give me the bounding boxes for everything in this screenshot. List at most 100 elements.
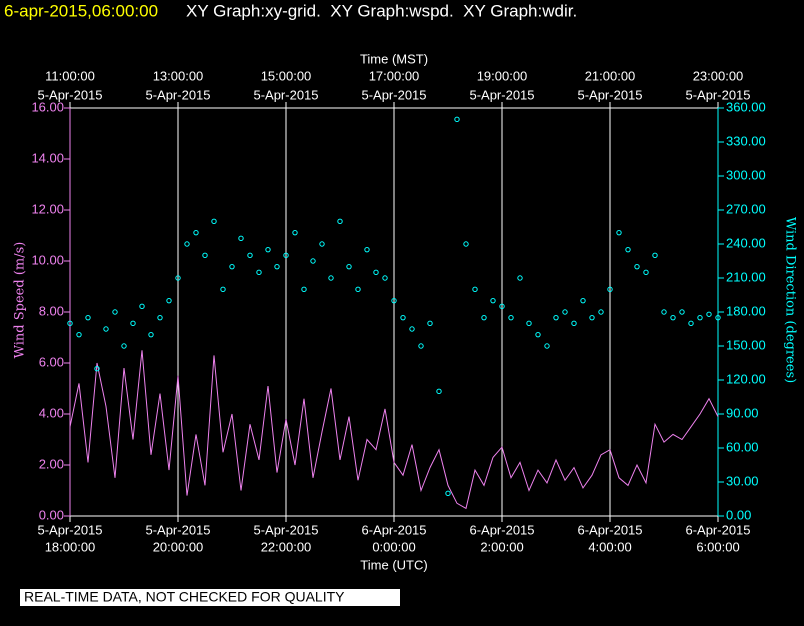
y2-tick-label: 150.00: [726, 337, 766, 352]
wdir-point: [670, 314, 676, 321]
wdir-point: [373, 269, 379, 276]
wdir-point: [562, 309, 568, 315]
y2-tick-label: 90.00: [726, 405, 759, 420]
y-tick-label: 6.00: [39, 354, 64, 369]
wdir-point: [328, 275, 334, 281]
wdir-point: [337, 218, 343, 225]
wdir-point: [319, 241, 325, 247]
wdir-point: [490, 297, 496, 304]
y2-tick-label: 60.00: [726, 439, 759, 454]
x-tick-label: 2:00:00: [480, 539, 523, 554]
y2-tick-label: 30.00: [726, 473, 759, 488]
x-tick-label: 5-Apr-2015: [253, 522, 318, 537]
y-tick-label: 0.00: [39, 507, 64, 522]
x-tick-label: 4:00:00: [588, 539, 631, 554]
y-tick-label: 16.00: [31, 99, 64, 114]
y2-axis-title: Wind Direction (degrees): [783, 217, 798, 383]
y2-tick-label: 240.00: [726, 235, 766, 250]
wdir-point: [481, 314, 487, 321]
wdir-point: [175, 275, 181, 281]
chart-title: 6-apr-2015,06:00:00: [4, 1, 158, 20]
wdir-point: [292, 229, 298, 236]
wdir-point: [139, 303, 145, 310]
wdir-point: [121, 343, 127, 349]
wdir-point: [436, 388, 442, 395]
wdir-point: [283, 252, 289, 259]
wdir-point: [202, 252, 208, 259]
wdir-point: [544, 343, 550, 349]
y2-tick-label: 210.00: [726, 269, 766, 284]
x2-tick-label: 21:00:00: [585, 68, 636, 83]
x-tick-label: 6-Apr-2015: [361, 522, 426, 537]
x2-tick-label: 5-Apr-2015: [577, 87, 642, 102]
wdir-point: [607, 286, 613, 293]
y-tick-label: 12.00: [31, 201, 64, 216]
y2-tick-label: 360.00: [726, 99, 766, 114]
wdir-point: [427, 320, 433, 327]
y2-tick-label: 120.00: [726, 371, 766, 386]
x2-tick-label: 11:00:00: [45, 68, 95, 83]
wdir-point: [184, 241, 190, 247]
x-tick-label: 20:00:00: [153, 539, 204, 554]
wdir-point: [247, 252, 253, 259]
wdir-point: [76, 331, 82, 338]
wdir-point: [256, 269, 262, 276]
x-tick-label: 22:00:00: [261, 539, 312, 554]
wdir-point: [553, 314, 559, 321]
wdir-point: [634, 263, 640, 270]
wdir-point: [103, 326, 109, 332]
wdir-point: [211, 218, 217, 225]
wdir-point: [229, 263, 235, 270]
wdir-point: [679, 309, 685, 315]
x-tick-label: 0:00:00: [372, 539, 415, 554]
wdir-point: [220, 286, 226, 293]
x2-tick-label: 15:00:00: [261, 68, 312, 83]
wdir-point: [85, 314, 91, 321]
wdir-point: [661, 309, 667, 315]
wdir-point: [517, 275, 523, 281]
x-tick-label: 5-Apr-2015: [145, 522, 210, 537]
x2-tick-label: 5-Apr-2015: [253, 87, 318, 102]
wdir-point: [598, 309, 604, 315]
y-tick-label: 14.00: [31, 150, 64, 165]
wdir-point: [67, 320, 73, 327]
wdir-point: [580, 297, 586, 304]
x2-axis-title: Time (MST): [360, 51, 428, 66]
wdir-point: [364, 246, 370, 253]
wdir-point: [409, 326, 415, 332]
wdir-point: [463, 241, 469, 247]
wdir-point: [697, 314, 703, 321]
x2-tick-label: 5-Apr-2015: [685, 87, 750, 102]
wdir-point: [526, 320, 532, 327]
y2-tick-label: 0.00: [726, 507, 751, 522]
wdir-point: [238, 235, 244, 242]
x-tick-label: 18:00:00: [45, 539, 96, 554]
wdir-point: [616, 229, 622, 236]
wdir-point: [148, 331, 154, 338]
x-tick-label: 5-Apr-2015: [37, 522, 102, 537]
wdir-point: [571, 320, 577, 327]
wdir-point: [418, 343, 424, 349]
x2-tick-label: 5-Apr-2015: [37, 87, 102, 102]
wspd-line: [69, 350, 719, 510]
x-tick-label: 6:00:00: [696, 539, 739, 554]
x2-tick-label: 17:00:00: [369, 68, 420, 83]
y2-tick-label: 300.00: [726, 167, 766, 182]
wdir-point: [535, 331, 541, 338]
wdir-point: [625, 246, 631, 253]
wdir-point: [355, 286, 361, 293]
wdir-point: [193, 229, 199, 236]
wdir-point: [400, 314, 406, 321]
wdir-point: [454, 116, 460, 123]
wdir-point: [391, 297, 397, 304]
x-tick-label: 6-Apr-2015: [685, 522, 750, 537]
wdir-point: [472, 286, 478, 293]
y2-tick-label: 270.00: [726, 201, 766, 216]
x-tick-label: 6-Apr-2015: [469, 522, 534, 537]
wdir-point: [301, 286, 307, 293]
wdir-point: [589, 314, 595, 321]
y2-tick-label: 180.00: [726, 303, 766, 318]
